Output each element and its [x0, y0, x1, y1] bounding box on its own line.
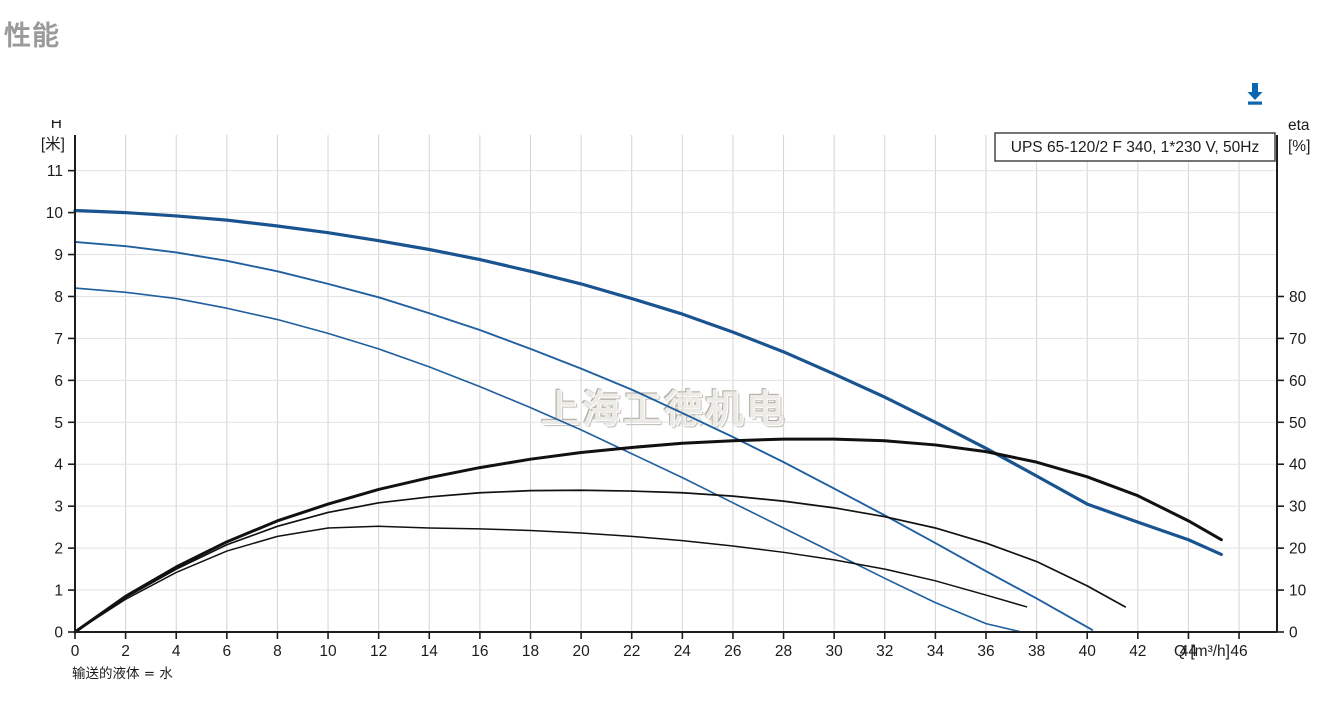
- curve-efficiency-speed-3: [73, 437, 1223, 634]
- tick-label-bottom: 4: [172, 643, 181, 660]
- curve-head-speed-3: [73, 208, 1223, 557]
- curve-head-speed-2: [74, 241, 1094, 631]
- tick-label-left: 3: [54, 499, 63, 516]
- curve-efficiency-speed-2: [74, 489, 1127, 633]
- tick-label-left: 4: [54, 457, 63, 474]
- tick-label-bottom: 12: [370, 643, 387, 660]
- tick-label-bottom: 16: [471, 643, 488, 660]
- tick-label-right: 80: [1289, 289, 1307, 306]
- axis-title-x: Q [m³/h]: [1174, 643, 1230, 660]
- curve-head-speed-1: [74, 287, 1023, 633]
- axis-title-right-symbol: eta: [1288, 120, 1310, 134]
- legend-box: UPS 65-120/2 F 340, 1*230 V, 50Hz: [994, 132, 1276, 162]
- tick-label-bottom: 8: [273, 643, 282, 660]
- tick-label-left: 2: [54, 541, 63, 558]
- tick-label-left: 0: [54, 625, 63, 642]
- tick-label-bottom: 38: [1028, 643, 1045, 660]
- tick-label-bottom: 20: [572, 643, 590, 660]
- tick-label-bottom: 32: [876, 643, 893, 660]
- legend-rect: [994, 132, 1276, 162]
- pump-performance-chart: 0 1 2 3 4 5 6 7 8 9 10 11 0 10 20 30 40 50 60 70 80 0 2 4 6 8 10 12…: [0, 120, 1331, 680]
- tick-label-right: 10: [1289, 583, 1307, 600]
- tick-label-right: 30: [1289, 499, 1307, 516]
- tick-label-right: 60: [1289, 373, 1307, 390]
- page-title: 性能: [4, 21, 60, 52]
- axis-title-right-unit: [%]: [1288, 138, 1310, 155]
- tick-label-right: 70: [1289, 331, 1307, 348]
- download-button[interactable]: [1240, 78, 1270, 108]
- tick-label-bottom: 30: [826, 643, 844, 660]
- tick-label-bottom: 18: [522, 643, 539, 660]
- tick-label-bottom: 24: [674, 643, 692, 660]
- tick-label-left: 9: [54, 247, 63, 264]
- axis-title-left-symbol: H: [51, 120, 62, 132]
- tick-label-right: 40: [1289, 457, 1307, 474]
- tick-label-left: 7: [54, 331, 63, 348]
- axis-title-left-unit: [米]: [41, 135, 65, 153]
- tick-label-bottom: 14: [421, 643, 439, 660]
- tick-label-bottom: 36: [977, 643, 994, 660]
- tick-label-left: 8: [54, 289, 63, 306]
- grid-lines: [75, 135, 1277, 632]
- tick-label-bottom: 26: [724, 643, 741, 660]
- tick-label-bottom: 22: [623, 643, 640, 660]
- tick-label-right: 0: [1289, 625, 1298, 642]
- tick-label-bottom: 46: [1230, 643, 1247, 660]
- legend-label: UPS 65-120/2 F 340, 1*230 V, 50Hz: [1011, 139, 1259, 156]
- tick-label-left: 11: [47, 163, 63, 180]
- tick-label-bottom: 6: [223, 643, 232, 660]
- tick-label-bottom: 28: [775, 643, 792, 660]
- tick-label-bottom: 44: [1180, 643, 1198, 660]
- tick-label-left: 10: [46, 205, 64, 222]
- tick-label-bottom: 10: [319, 643, 337, 660]
- curve-efficiency-speed-1: [74, 525, 1028, 633]
- tick-label-bottom: 0: [71, 643, 80, 660]
- tick-label-bottom: 34: [927, 643, 945, 660]
- chart-notes: 输送的液体 = 水运行期间的液体温度 = 60 °C密度 = 983.2 kg/…: [72, 666, 173, 680]
- tick-label-left: 6: [54, 373, 63, 390]
- tick-label-bottom: 2: [121, 643, 130, 660]
- tick-label-right: 20: [1289, 541, 1307, 558]
- tick-label-bottom: 42: [1129, 643, 1146, 660]
- tick-label-bottom: 40: [1079, 643, 1097, 660]
- tick-label-right: 50: [1289, 415, 1307, 432]
- curve-lines: [73, 208, 1223, 634]
- chart-note: 输送的液体 = 水: [72, 666, 173, 680]
- axes: [68, 135, 1284, 639]
- tick-label-left: 1: [54, 583, 63, 600]
- download-icon: [1247, 83, 1263, 105]
- tick-label-left: 5: [54, 415, 63, 432]
